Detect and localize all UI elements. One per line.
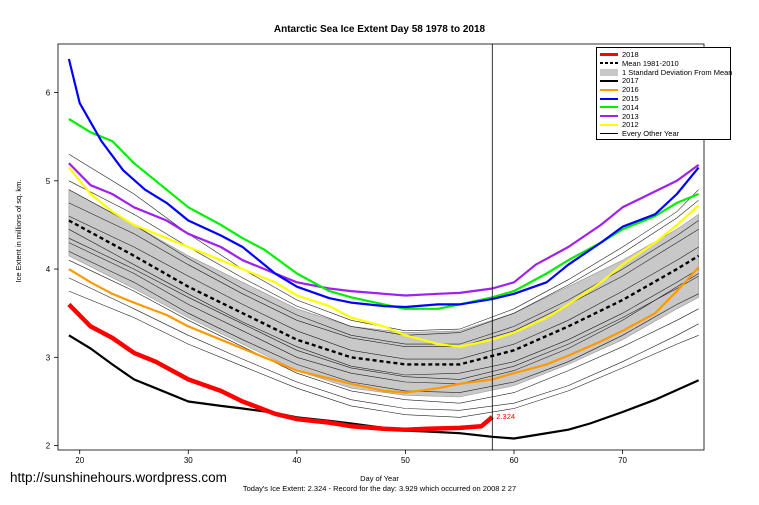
every-other-year-line-3 xyxy=(68,259,699,404)
current-value-label: 2.324 xyxy=(496,412,515,421)
footnote: Today's Ice Extent: 2.324 - Record for t… xyxy=(242,484,517,493)
legend-item: 2017 xyxy=(600,76,639,85)
series-line-2013 xyxy=(68,162,700,297)
legend-item: Mean 1981-2010 xyxy=(600,59,679,68)
every-other-year-line-8 xyxy=(68,251,699,393)
series-line-2015 xyxy=(67,58,700,309)
axes-layer: 20 30 40 50 60 70 2 3 4 5 6 2.324 xyxy=(46,43,705,465)
sd-band-layer xyxy=(68,189,699,398)
y-axis-label: Ice Extent in millions of sq. km. xyxy=(14,179,23,283)
legend-item: 1 Standard Deviation From Mean xyxy=(600,68,732,77)
legend-swatch xyxy=(600,129,618,138)
every-other-year-line-12 xyxy=(68,237,699,380)
legend-swatch xyxy=(600,112,618,121)
legend-item: 2013 xyxy=(600,112,639,121)
every-other-year-line-6 xyxy=(68,277,699,411)
series-line-2016 xyxy=(68,266,700,394)
every-other-year-line-11 xyxy=(68,189,699,345)
legend-label: 2013 xyxy=(622,111,639,121)
legend-swatch xyxy=(600,103,618,112)
legend-swatch xyxy=(600,120,618,129)
legend-swatch xyxy=(600,85,618,94)
legend-label: 2014 xyxy=(622,102,639,112)
x-tick-label-30: 30 xyxy=(184,456,193,465)
legend-label: 1 Standard Deviation From Mean xyxy=(622,67,733,77)
legend-swatch xyxy=(600,68,618,77)
legend-item: 2012 xyxy=(600,120,639,129)
sd-band xyxy=(68,189,699,398)
every-other-year-line-7 xyxy=(68,215,699,360)
legend-label: 2016 xyxy=(622,85,639,95)
x-tick-label-40: 40 xyxy=(292,456,301,465)
y-tick-label-6: 6 xyxy=(46,89,51,98)
legend-swatch xyxy=(600,76,618,85)
legend-label: 2012 xyxy=(622,120,639,130)
plot-frame xyxy=(57,43,705,451)
every-other-year-line-5 xyxy=(68,229,699,376)
series-line-2012 xyxy=(68,166,700,348)
legend-label: Mean 1981-2010 xyxy=(622,58,679,68)
x-tick-label-60: 60 xyxy=(510,456,519,465)
legend-label: Every Other Year xyxy=(622,129,680,139)
y-tick-label-4: 4 xyxy=(46,265,51,274)
legend-item: 2014 xyxy=(600,103,639,112)
series-layer xyxy=(67,58,700,440)
x-tick-label-70: 70 xyxy=(618,456,627,465)
legend-label: 2017 xyxy=(622,76,639,86)
x-tick-label-50: 50 xyxy=(401,456,410,465)
every-other-year-line-1 xyxy=(68,242,699,385)
series-line-2018 xyxy=(67,302,494,432)
y-tick-label-2: 2 xyxy=(46,442,51,451)
chart-legend: 2018 Mean 1981-2010 1 Standard Deviation F… xyxy=(596,47,732,140)
x-axis-label: Day of Year xyxy=(360,474,399,483)
mean-line xyxy=(68,219,700,366)
legend-item: Every Other Year xyxy=(600,129,679,138)
x-tick-label-20: 20 xyxy=(75,456,84,465)
legend-swatch xyxy=(600,50,618,59)
watermark-url: http://sunshinehours.wordpress.com xyxy=(10,470,227,485)
legend-item: 2018 xyxy=(600,50,639,59)
legend-swatch xyxy=(600,59,618,68)
legend-item: 2016 xyxy=(600,85,639,94)
mean-layer xyxy=(68,219,700,366)
legend-label: 2018 xyxy=(622,50,639,59)
legend-label: 2015 xyxy=(622,94,639,103)
legend-item: 2015 xyxy=(600,94,639,103)
legend-swatch xyxy=(600,94,618,103)
every-other-year-line-2 xyxy=(68,202,699,348)
y-tick-label-3: 3 xyxy=(46,353,51,362)
chart-title: Antarctic Sea Ice Extent Day 58 1978 to … xyxy=(273,24,486,35)
y-tick-label-5: 5 xyxy=(46,177,51,186)
every-other-year-line-10 xyxy=(68,290,699,418)
